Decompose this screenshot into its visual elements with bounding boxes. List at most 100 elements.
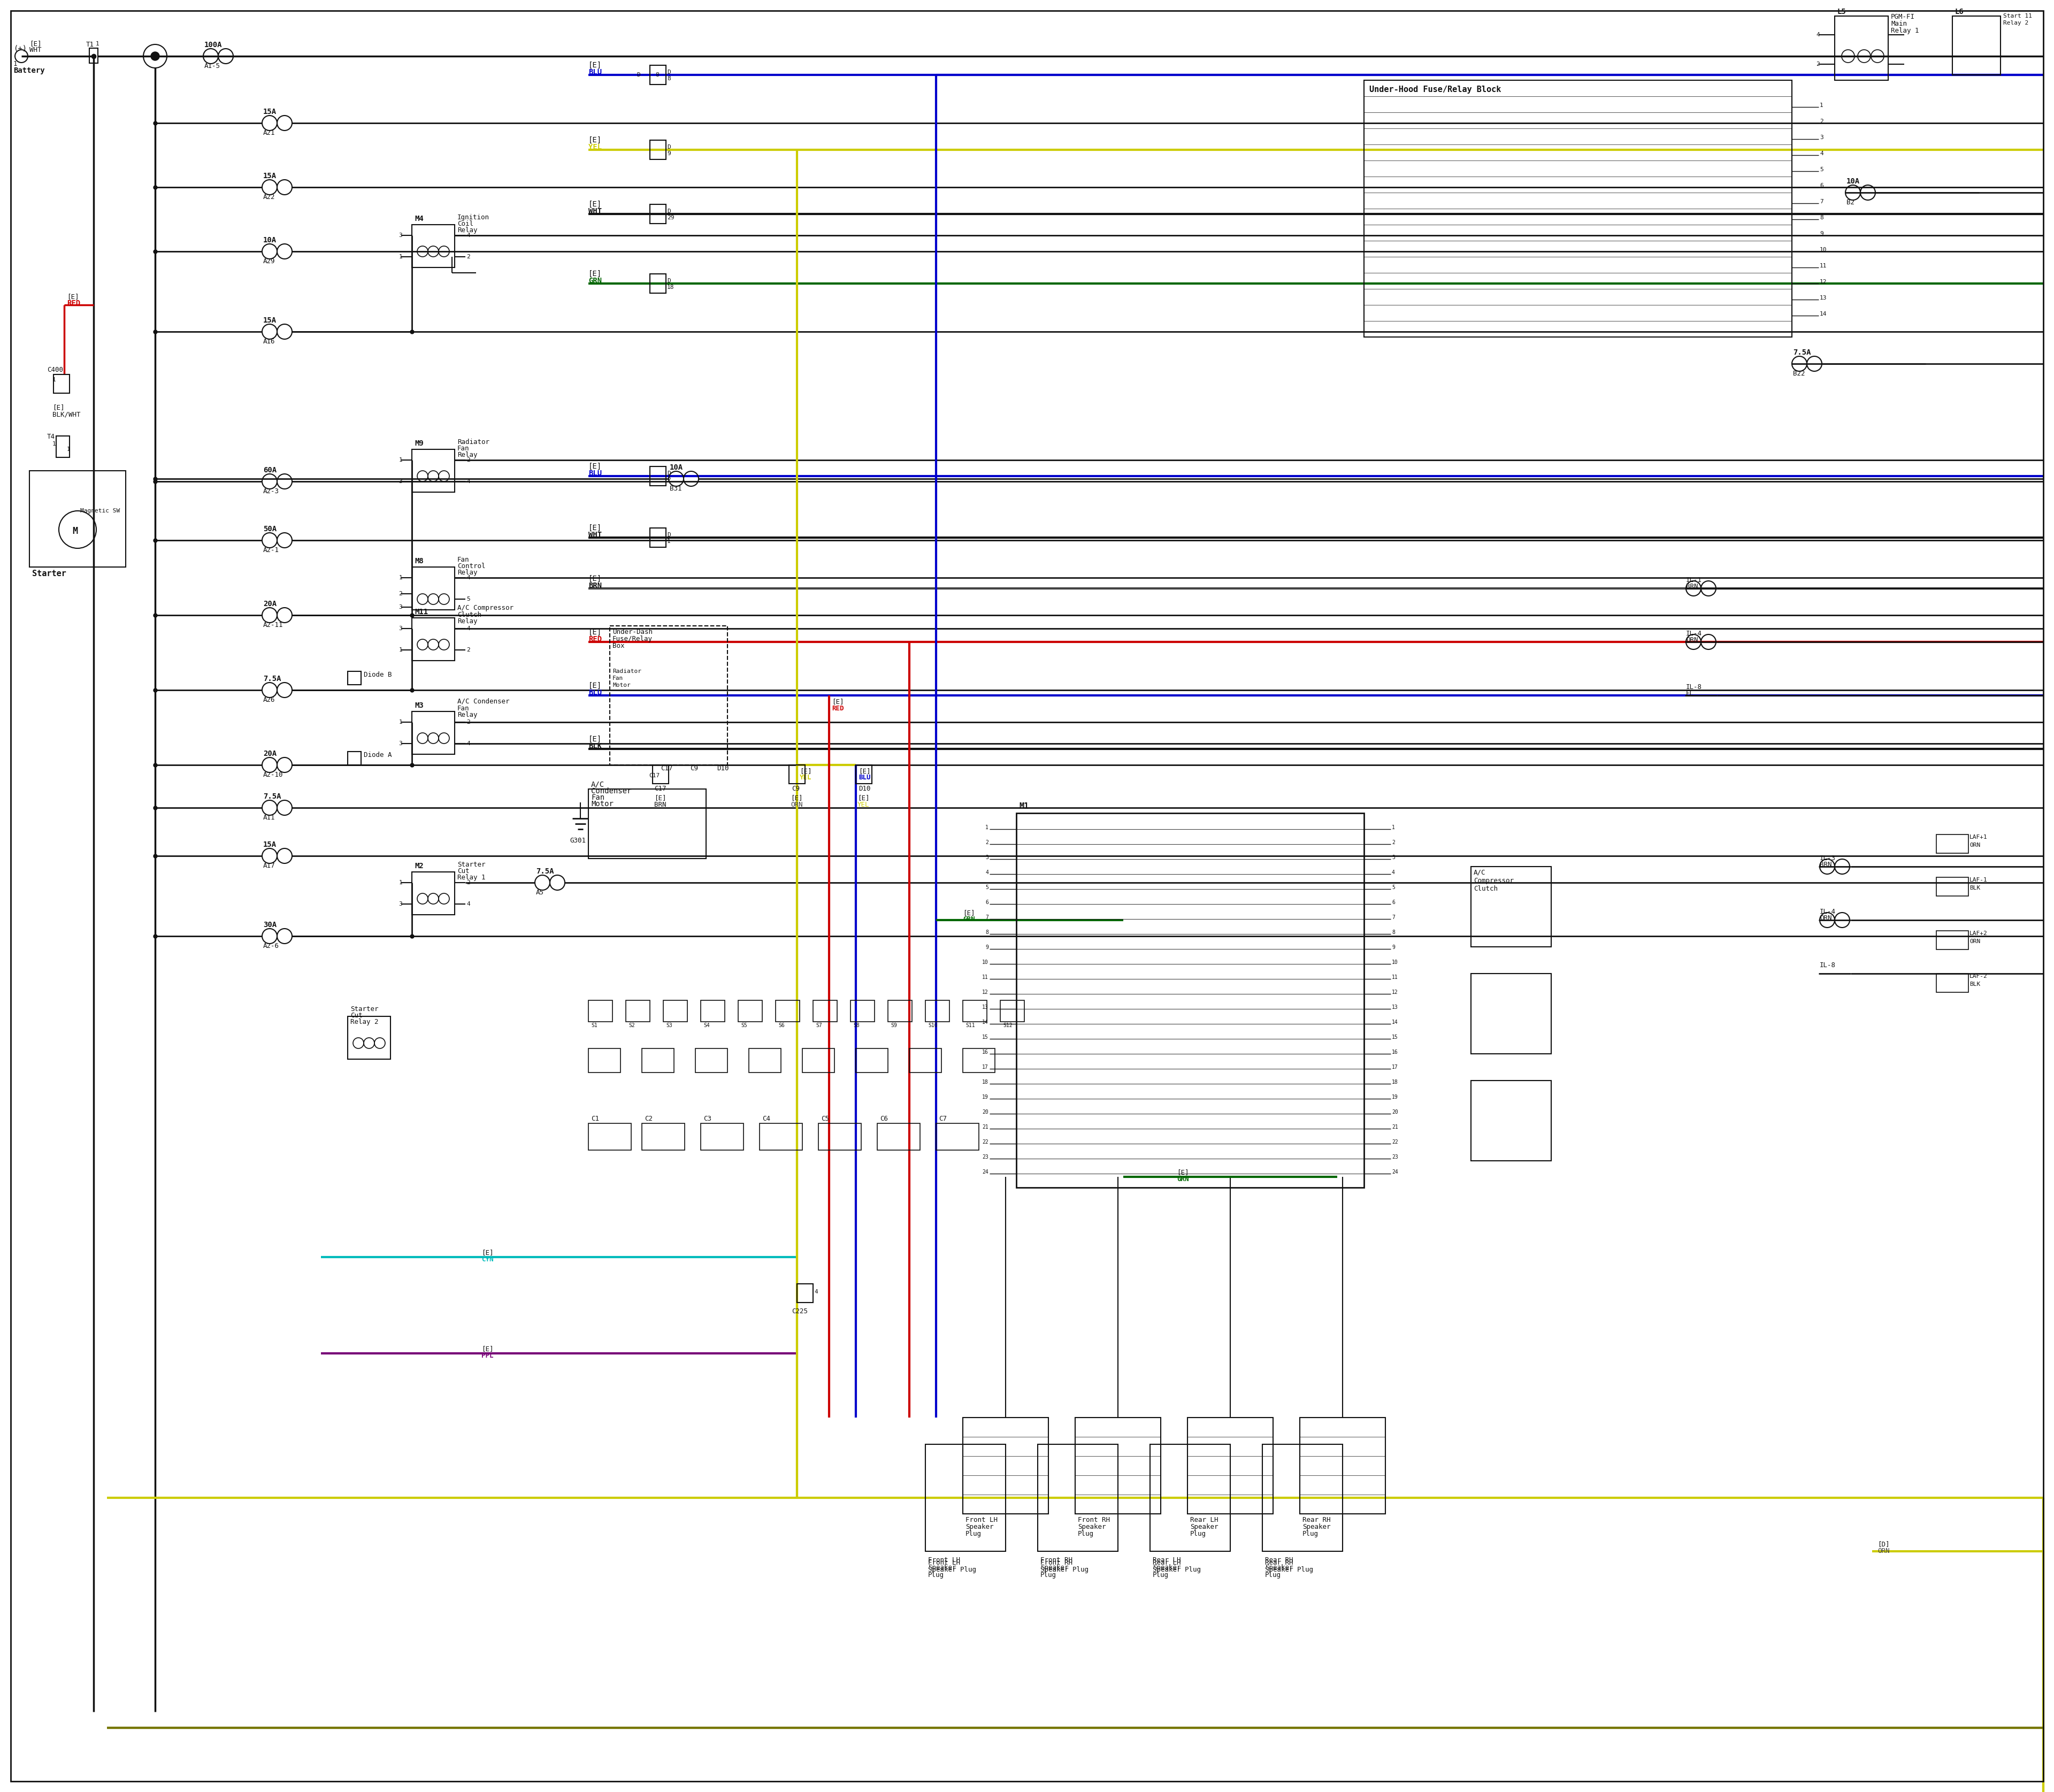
Text: Clutch: Clutch	[1473, 885, 1497, 892]
Text: 7: 7	[1393, 914, 1395, 919]
Text: CYN: CYN	[481, 1256, 493, 1263]
Bar	[1471, 1081, 1551, 1161]
Text: 20: 20	[1393, 1109, 1399, 1115]
Text: Starter: Starter	[351, 1005, 378, 1012]
Text: Plug: Plug	[965, 1530, 982, 1538]
Text: 20A: 20A	[263, 600, 277, 607]
Text: A22: A22	[263, 194, 275, 201]
Text: Plug: Plug	[1265, 1572, 1282, 1579]
Text: A16: A16	[263, 339, 275, 346]
Text: C3: C3	[702, 1115, 711, 1122]
Bar	[587, 1048, 620, 1073]
Text: Start 11: Start 11	[2003, 13, 2031, 18]
Text: 10: 10	[982, 961, 988, 966]
Bar	[797, 1283, 813, 1303]
Text: 12: 12	[1820, 280, 1826, 285]
Text: A/C Condenser: A/C Condenser	[458, 699, 509, 704]
Text: C17: C17	[661, 765, 672, 772]
Text: 5: 5	[986, 885, 988, 891]
Text: 9: 9	[1820, 231, 1824, 237]
Text: [E]: [E]	[859, 767, 871, 774]
Text: Plug: Plug	[928, 1572, 945, 1579]
Text: LAF-2: LAF-2	[1970, 973, 1988, 978]
Text: [E]: [E]	[29, 39, 41, 47]
Text: C9: C9	[690, 765, 698, 772]
Text: 15A: 15A	[263, 108, 277, 115]
Text: BLK/WHT: BLK/WHT	[53, 410, 80, 418]
Text: 20A: 20A	[263, 751, 277, 758]
Text: D: D	[668, 471, 670, 477]
Text: 5: 5	[1820, 167, 1824, 172]
Text: BLK: BLK	[1970, 982, 1980, 987]
Text: [E]: [E]	[587, 629, 602, 636]
Bar	[29, 471, 125, 566]
Text: 24: 24	[1393, 1170, 1399, 1176]
Text: A29: A29	[263, 258, 275, 265]
Text: C9: C9	[791, 785, 799, 792]
Text: C400: C400	[47, 366, 64, 373]
Text: D: D	[668, 532, 670, 538]
Text: Motor: Motor	[612, 683, 631, 688]
Bar	[1834, 16, 1888, 81]
Text: BLK: BLK	[587, 742, 602, 751]
Text: WHT: WHT	[587, 208, 602, 215]
Text: 2: 2	[668, 477, 670, 482]
Text: 1: 1	[398, 254, 403, 260]
Text: 15A: 15A	[263, 840, 277, 848]
Text: 2: 2	[1393, 840, 1395, 846]
Text: Plug: Plug	[1152, 1572, 1169, 1579]
Text: Speaker: Speaker	[965, 1523, 994, 1530]
Bar	[649, 140, 665, 159]
Bar	[887, 1000, 912, 1021]
Bar	[1263, 1444, 1343, 1552]
Bar	[760, 1124, 803, 1150]
Text: Main: Main	[1892, 20, 1906, 27]
Text: Relay: Relay	[458, 711, 477, 719]
Text: S12: S12	[1002, 1023, 1013, 1029]
Text: (+): (+)	[14, 45, 27, 52]
Text: Rear RH: Rear RH	[1302, 1516, 1331, 1523]
Text: BRN: BRN	[1686, 582, 1699, 590]
Text: Speaker: Speaker	[1302, 1523, 1331, 1530]
Text: [E]: [E]	[587, 525, 602, 532]
Text: Speaker Plug: Speaker Plug	[1041, 1566, 1089, 1573]
Bar	[813, 1000, 838, 1021]
Text: M4: M4	[415, 215, 423, 222]
Text: 11: 11	[1820, 263, 1826, 269]
Text: 14: 14	[1820, 312, 1826, 317]
Text: 3: 3	[398, 740, 403, 745]
Bar	[649, 65, 665, 84]
Text: Starter: Starter	[33, 570, 66, 577]
Text: 3: 3	[398, 625, 403, 631]
Text: 17: 17	[1393, 1064, 1399, 1070]
Text: IL-4: IL-4	[1686, 631, 1703, 638]
Text: 13: 13	[1820, 296, 1826, 301]
Text: 4: 4	[1393, 869, 1395, 874]
Text: WHT: WHT	[29, 47, 41, 54]
Text: 4: 4	[466, 625, 470, 631]
Text: [E]: [E]	[799, 767, 811, 774]
Text: ORN: ORN	[1970, 939, 1980, 944]
Bar	[641, 1124, 684, 1150]
Text: 1: 1	[97, 41, 99, 47]
Circle shape	[150, 52, 160, 61]
Text: 19: 19	[1393, 1095, 1399, 1100]
Text: Fuse/Relay: Fuse/Relay	[612, 636, 653, 643]
Bar	[413, 224, 454, 267]
Text: [E]: [E]	[481, 1346, 493, 1353]
Text: 1: 1	[398, 457, 403, 462]
Bar	[413, 566, 454, 609]
Bar	[1017, 814, 1364, 1188]
Text: Plug: Plug	[1302, 1530, 1319, 1538]
Text: 2: 2	[398, 591, 403, 597]
Text: A21: A21	[263, 129, 275, 136]
Text: Front RH: Front RH	[1041, 1559, 1072, 1566]
Text: 1: 1	[68, 446, 70, 452]
Text: 1: 1	[668, 539, 670, 545]
Bar	[1937, 973, 1968, 993]
Bar	[347, 672, 362, 685]
Text: G301: G301	[569, 837, 585, 844]
Text: Speaker: Speaker	[1189, 1523, 1218, 1530]
Text: ORN: ORN	[1877, 1548, 1890, 1554]
Text: Relay 1: Relay 1	[1892, 27, 1918, 34]
